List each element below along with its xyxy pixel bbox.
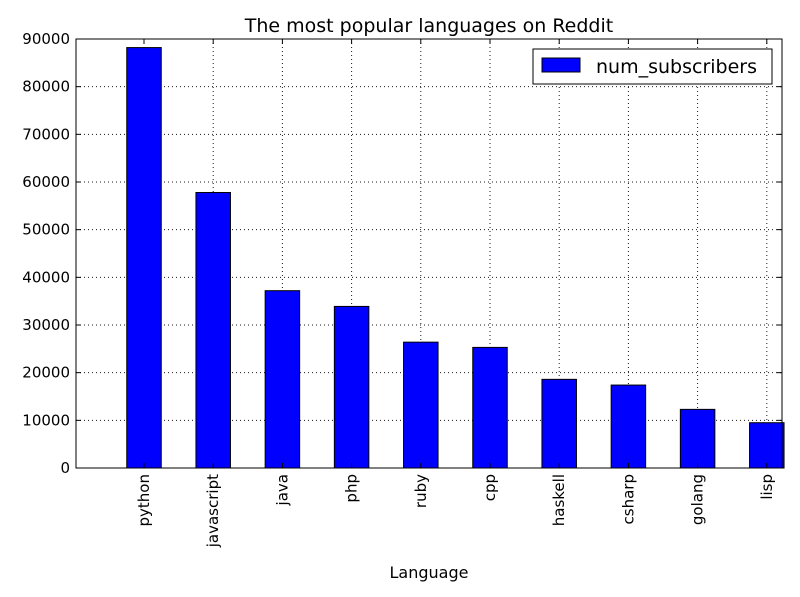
x-tick-label: csharp: [619, 474, 637, 524]
x-tick-label: javascript: [204, 474, 222, 548]
bar-group: [76, 47, 785, 469]
y-tick-label: 70000: [22, 125, 70, 143]
legend: num_subscribers: [532, 48, 773, 85]
bar-csharp: [610, 384, 647, 469]
y-tick-label: 10000: [22, 411, 70, 429]
bar-python: [126, 47, 162, 469]
legend-swatch: [541, 57, 581, 73]
y-tick-label: 20000: [22, 364, 70, 382]
bar-golang: [679, 408, 716, 469]
y-tick-label: 50000: [22, 221, 70, 239]
y-axis: 0 10000 20000 30000 40000 50000 60000 70000 8000…: [22, 30, 782, 477]
x-tick-label: haskell: [550, 474, 568, 526]
bar-javascript: [195, 191, 231, 469]
x-axis: python javascript java php ruby cpp haskell csh…: [135, 39, 776, 548]
x-tick-label: golang: [689, 474, 707, 525]
x-tick-label: php: [343, 474, 361, 503]
x-axis-label: Language: [390, 563, 469, 582]
chart-title: The most popular languages on Reddit: [244, 15, 613, 37]
bar-lisp: [749, 422, 785, 469]
y-tick-label: 40000: [22, 268, 70, 286]
x-tick-label: python: [135, 474, 153, 526]
bar-java: [264, 290, 301, 469]
y-tick-label: 30000: [22, 316, 70, 334]
y-tick-label: 90000: [22, 30, 70, 48]
bar-php: [333, 305, 370, 469]
bar-haskell: [541, 378, 577, 469]
bar-cpp: [472, 346, 508, 469]
legend-label: num_subscribers: [596, 56, 757, 78]
x-tick-label: java: [273, 474, 291, 506]
y-tick-label: 80000: [22, 78, 70, 96]
x-tick-label: lisp: [758, 474, 776, 500]
x-tick-label: ruby: [412, 474, 430, 508]
bar-ruby: [403, 341, 439, 469]
y-tick-label: 0: [60, 459, 70, 477]
plot-frame: [75, 38, 783, 469]
y-tick-label: 60000: [22, 173, 70, 191]
x-tick-label: cpp: [481, 474, 499, 501]
